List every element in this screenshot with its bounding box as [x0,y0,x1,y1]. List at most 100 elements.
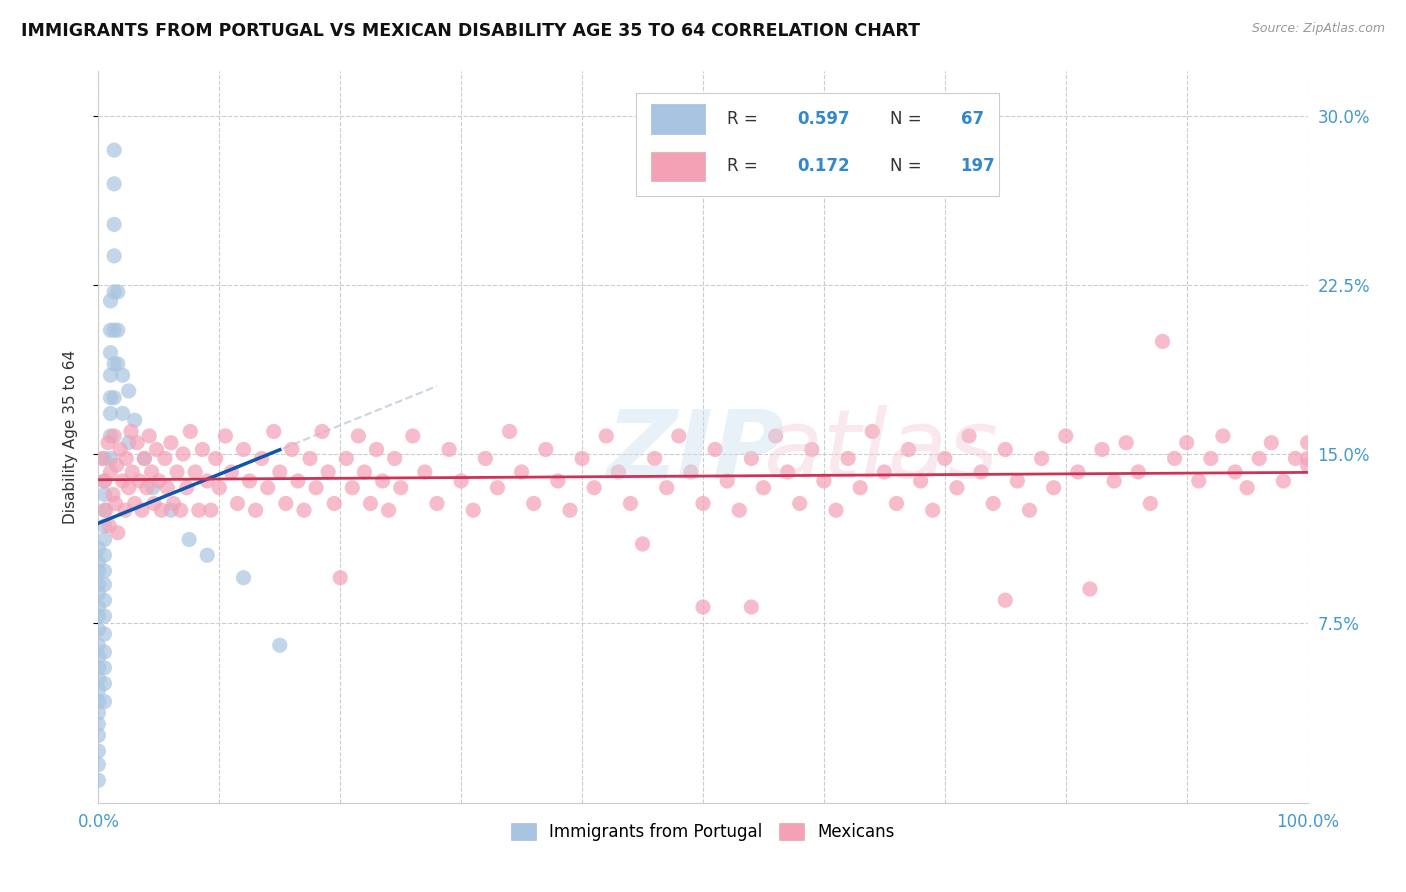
Point [87,609,110,624]
Text: ZIP: ZIP [606,405,785,499]
Point [221,465,243,479]
Point [426,496,449,510]
Point [107,323,129,337]
Point [269,465,291,479]
Point [93,676,115,690]
Point [800,442,823,457]
Point [100,465,122,479]
Point [103,177,125,191]
Point [87,773,110,788]
Point [752,481,775,495]
Text: R =: R = [727,158,763,176]
Point [100,407,122,421]
Point [87,694,110,708]
Point [200,503,222,517]
Point [87,661,110,675]
Point [204,451,226,466]
Point [644,451,666,466]
Point [232,442,254,457]
Point [740,599,762,614]
Point [486,481,509,495]
Point [323,496,346,510]
Point [510,465,533,479]
Point [93,519,115,533]
Point [329,571,352,585]
Point [299,451,322,466]
Point [91,451,114,466]
Point [813,474,835,488]
Point [134,451,156,466]
Point [1188,474,1211,488]
FancyBboxPatch shape [651,104,706,134]
Point [100,293,122,308]
Point [311,425,333,439]
Point [100,391,122,405]
Text: atlas: atlas [763,405,998,499]
Point [93,503,115,517]
Y-axis label: Disability Age 35 to 64: Disability Age 35 to 64 [63,350,77,524]
Point [103,391,125,405]
Point [692,496,714,510]
Point [208,481,231,495]
Point [353,465,375,479]
Point [347,429,370,443]
Point [692,599,714,614]
Point [169,503,191,517]
Point [668,429,690,443]
Point [776,465,799,479]
Point [287,474,309,488]
Point [87,599,110,614]
Point [607,465,630,479]
Point [138,429,160,443]
Point [93,593,115,607]
Point [1199,451,1222,466]
Point [100,429,122,443]
Point [1031,451,1053,466]
Point [366,442,388,457]
Point [498,425,520,439]
Point [94,503,117,517]
Point [789,496,811,510]
Legend: Immigrants from Portugal, Mexicans: Immigrants from Portugal, Mexicans [503,814,903,849]
Point [679,465,702,479]
Point [114,503,136,517]
Point [583,481,606,495]
Point [463,503,485,517]
Point [108,442,131,457]
Point [93,548,115,562]
Text: N =: N = [890,158,928,176]
Point [115,451,138,466]
Point [250,451,273,466]
Point [1284,451,1306,466]
Point [825,503,848,517]
Point [87,555,110,569]
Point [214,429,236,443]
Point [176,481,198,495]
Point [93,451,115,466]
Point [100,368,122,383]
Point [98,519,121,533]
Point [118,435,141,450]
Point [450,474,472,488]
Point [160,435,183,450]
Point [103,249,125,263]
Point [1249,451,1271,466]
Point [389,481,412,495]
Point [143,496,166,510]
Point [100,345,122,359]
Point [93,661,115,675]
Point [970,465,993,479]
Point [120,425,142,439]
Text: 197: 197 [960,158,995,176]
Point [93,609,115,624]
Point [87,717,110,731]
Point [704,442,727,457]
Point [87,728,110,742]
Point [886,496,908,510]
Point [655,481,678,495]
Text: 67: 67 [960,110,984,128]
Point [342,481,364,495]
Point [107,357,129,371]
Point [1296,458,1319,473]
Point [1260,435,1282,450]
